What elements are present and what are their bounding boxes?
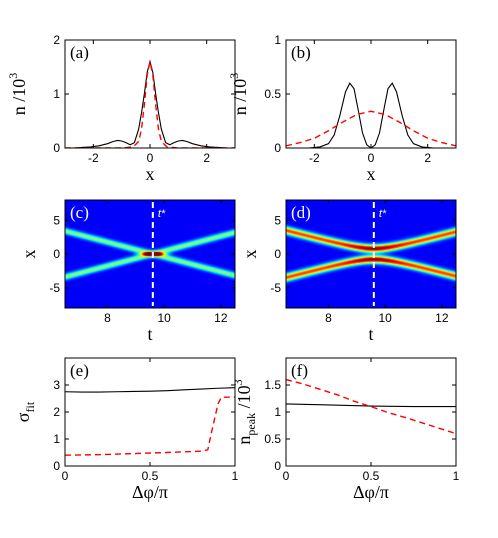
solid-series-line bbox=[65, 387, 235, 393]
y-tick-label: 0 bbox=[274, 459, 281, 473]
x-tick-label: 0 bbox=[62, 469, 69, 483]
panel-label: (a) bbox=[70, 43, 89, 62]
y-tick-label: 1 bbox=[274, 405, 281, 419]
x-tick-label: 10 bbox=[378, 311, 392, 325]
x-tick-label: 1 bbox=[453, 469, 460, 483]
y-tick-label: 0 bbox=[274, 247, 281, 261]
y-axis-label: x bbox=[240, 250, 260, 259]
marker-label: t* bbox=[379, 208, 387, 220]
y-tick-label: 2 bbox=[53, 33, 60, 47]
axes-frame bbox=[285, 39, 457, 149]
y-tick-label: -5 bbox=[270, 281, 281, 295]
y-tick-label: 1 bbox=[274, 33, 281, 47]
panel-label: (b) bbox=[291, 43, 311, 62]
x-tick-label: 1 bbox=[232, 469, 239, 483]
y-tick-label: 5 bbox=[53, 213, 60, 227]
x-tick-label: 0 bbox=[283, 469, 290, 483]
dashed-series-line bbox=[65, 61, 235, 148]
x-tick-label: 2 bbox=[424, 151, 431, 165]
heatmap-image bbox=[286, 200, 456, 308]
y-tick-label: 2 bbox=[53, 405, 60, 419]
y-tick-label: 0 bbox=[53, 247, 60, 261]
solid-series-line bbox=[286, 82, 456, 148]
panel-label: (d) bbox=[291, 203, 311, 222]
y-tick-label: 0.5 bbox=[264, 432, 281, 446]
x-axis-label: x bbox=[367, 164, 376, 184]
x-tick-label: 8 bbox=[104, 311, 111, 325]
panel-label: (f) bbox=[291, 361, 308, 380]
x-tick-label: 2 bbox=[203, 151, 210, 165]
x-axis-label: t bbox=[368, 324, 373, 344]
x-tick-label: 0.5 bbox=[142, 469, 159, 483]
axes-frame bbox=[285, 357, 457, 467]
x-tick-label: 0 bbox=[368, 151, 375, 165]
x-tick-label: 0.5 bbox=[363, 469, 380, 483]
x-tick-label: -2 bbox=[309, 151, 320, 165]
y-tick-label: -5 bbox=[49, 281, 60, 295]
panel-d: t* 8 10 12 -5 0 5 (d) t x bbox=[240, 199, 457, 344]
y-tick-label: 5 bbox=[274, 213, 281, 227]
y-tick-label: 0.5 bbox=[264, 87, 281, 101]
axes-frame bbox=[64, 39, 236, 149]
y-tick-label: 0 bbox=[53, 141, 60, 155]
y-tick-label: 0 bbox=[274, 141, 281, 155]
y-axis-label: x bbox=[19, 250, 39, 259]
y-tick-label: 3 bbox=[53, 378, 60, 392]
y-tick-label: 1 bbox=[53, 87, 60, 101]
y-axis-label: npeak /103 bbox=[231, 379, 258, 444]
x-axis-label: x bbox=[146, 164, 155, 184]
panel-label: (c) bbox=[70, 203, 89, 222]
panel-a: -2 0 2 0 1 2 (a) x n /103 bbox=[6, 33, 236, 184]
x-tick-label: 12 bbox=[435, 311, 449, 325]
panel-f: 0 0.5 1 0 0.5 1 1.5 (f) Δφ/π npeak /103 bbox=[231, 357, 460, 502]
x-tick-label: 0 bbox=[147, 151, 154, 165]
x-tick-label: 8 bbox=[325, 311, 332, 325]
x-tick-label: -2 bbox=[88, 151, 99, 165]
solid-series-line bbox=[65, 59, 235, 148]
panel-c: t* 8 10 12 -5 0 5 (c) t x bbox=[19, 199, 236, 344]
y-tick-label: 1.5 bbox=[264, 378, 281, 392]
dashed-series-line bbox=[286, 110, 456, 147]
solid-series-line bbox=[286, 403, 456, 408]
dashed-series-line bbox=[65, 396, 235, 456]
y-axis-label: σfit bbox=[13, 401, 37, 422]
axes-frame bbox=[64, 357, 236, 467]
x-tick-label: 10 bbox=[157, 311, 171, 325]
panel-b: -2 0 2 0 0.5 1 (b) x n /103 bbox=[227, 33, 457, 184]
heatmap-image bbox=[65, 200, 235, 308]
marker-label: t* bbox=[158, 208, 166, 220]
y-tick-label: 0 bbox=[53, 459, 60, 473]
panel-e: 0 0.5 1 0 1 2 3 (e) Δφ/π σfit bbox=[13, 357, 239, 502]
y-axis-label: n /103 bbox=[6, 73, 29, 116]
y-tick-label: 1 bbox=[53, 432, 60, 446]
x-tick-label: 12 bbox=[214, 311, 228, 325]
y-axis-label: n /103 bbox=[227, 73, 250, 116]
x-axis-label: t bbox=[147, 324, 152, 344]
x-axis-label: Δφ/π bbox=[132, 482, 168, 502]
panel-label: (e) bbox=[70, 361, 89, 380]
x-axis-label: Δφ/π bbox=[353, 482, 389, 502]
